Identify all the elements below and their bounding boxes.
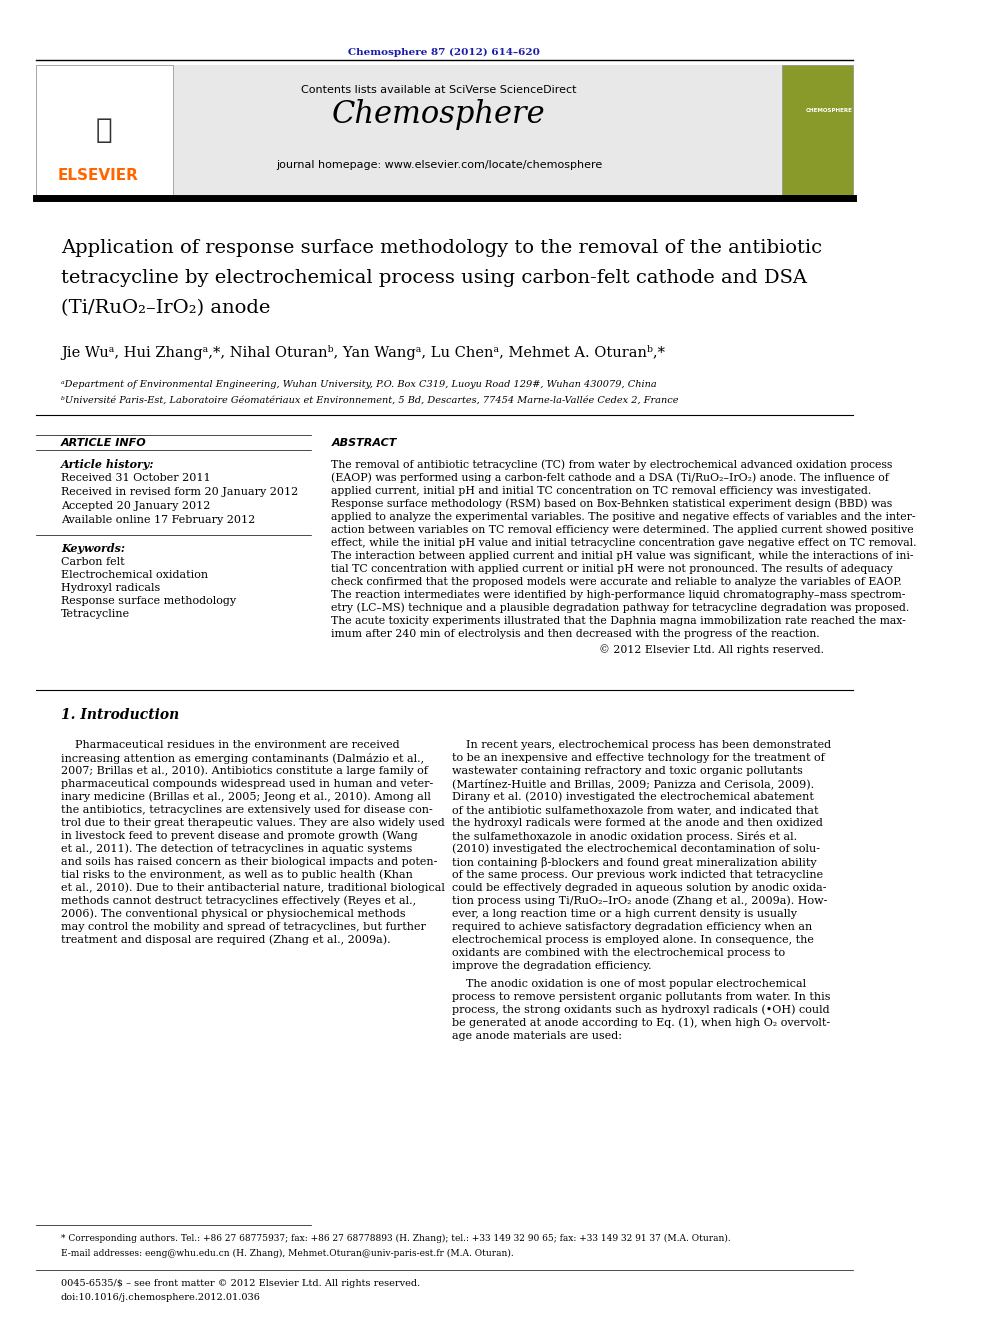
Text: Chemosphere: Chemosphere xyxy=(332,99,546,131)
Text: ELSEVIER: ELSEVIER xyxy=(59,168,139,183)
Text: ever, a long reaction time or a high current density is usually: ever, a long reaction time or a high cur… xyxy=(452,909,798,919)
Text: trol due to their great therapeutic values. They are also widely used: trol due to their great therapeutic valu… xyxy=(61,818,444,828)
Text: 0045-6535/$ – see front matter © 2012 Elsevier Ltd. All rights reserved.: 0045-6535/$ – see front matter © 2012 El… xyxy=(61,1278,421,1287)
Text: tial risks to the environment, as well as to public health (Khan: tial risks to the environment, as well a… xyxy=(61,869,413,880)
Text: 1. Introduction: 1. Introduction xyxy=(61,708,180,722)
Text: Available online 17 February 2012: Available online 17 February 2012 xyxy=(61,515,255,525)
Text: ABSTRACT: ABSTRACT xyxy=(331,438,397,448)
Text: treatment and disposal are required (Zhang et al., 2009a).: treatment and disposal are required (Zha… xyxy=(61,935,391,945)
Text: tion process using Ti/RuO₂–IrO₂ anode (Zhang et al., 2009a). How-: tion process using Ti/RuO₂–IrO₂ anode (Z… xyxy=(452,896,827,906)
Text: ARTICLE INFO: ARTICLE INFO xyxy=(61,438,147,448)
Text: et al., 2011). The detection of tetracyclines in aquatic systems: et al., 2011). The detection of tetracyc… xyxy=(61,844,413,855)
Text: improve the degradation efficiency.: improve the degradation efficiency. xyxy=(452,960,652,971)
Text: In recent years, electrochemical process has been demonstrated: In recent years, electrochemical process… xyxy=(452,740,831,750)
Text: be generated at anode according to Eq. (1), when high O₂ overvolt-: be generated at anode according to Eq. (… xyxy=(452,1017,830,1028)
Text: increasing attention as emerging contaminants (Dalmázio et al.,: increasing attention as emerging contami… xyxy=(61,753,424,763)
Text: action between variables on TC removal efficiency were determined. The applied c: action between variables on TC removal e… xyxy=(331,525,914,534)
Text: imum after 240 min of electrolysis and then decreased with the progress of the r: imum after 240 min of electrolysis and t… xyxy=(331,628,820,639)
Text: methods cannot destruct tetracyclines effectively (Reyes et al.,: methods cannot destruct tetracyclines ef… xyxy=(61,896,416,906)
Text: The interaction between applied current and initial pH value was significant, wh: The interaction between applied current … xyxy=(331,550,914,561)
Text: The removal of antibiotic tetracycline (TC) from water by electrochemical advanc: The removal of antibiotic tetracycline (… xyxy=(331,459,893,470)
Text: check confirmed that the proposed models were accurate and reliable to analyze t: check confirmed that the proposed models… xyxy=(331,577,902,587)
Text: The anodic oxidation is one of most popular electrochemical: The anodic oxidation is one of most popu… xyxy=(452,979,806,990)
Text: (2010) investigated the electrochemical decontamination of solu-: (2010) investigated the electrochemical … xyxy=(452,844,820,855)
Text: process, the strong oxidants such as hydroxyl radicals (•OH) could: process, the strong oxidants such as hyd… xyxy=(452,1004,830,1015)
Text: oxidants are combined with the electrochemical process to: oxidants are combined with the electroch… xyxy=(452,949,786,958)
Text: the hydroxyl radicals were formed at the anode and then oxidized: the hydroxyl radicals were formed at the… xyxy=(452,818,823,828)
Text: the antibiotics, tetracyclines are extensively used for disease con-: the antibiotics, tetracyclines are exten… xyxy=(61,804,433,815)
Text: electrochemical process is employed alone. In consequence, the: electrochemical process is employed alon… xyxy=(452,935,814,945)
Text: et al., 2010). Due to their antibacterial nature, traditional biological: et al., 2010). Due to their antibacteria… xyxy=(61,882,444,893)
Text: ᵃDepartment of Environmental Engineering, Wuhan University, P.O. Box C319, Luoyu: ᵃDepartment of Environmental Engineering… xyxy=(61,381,657,389)
Text: journal homepage: www.elsevier.com/locate/chemosphere: journal homepage: www.elsevier.com/locat… xyxy=(276,160,602,169)
Text: of the antibiotic sulfamethoxazole from water, and indicated that: of the antibiotic sulfamethoxazole from … xyxy=(452,804,818,815)
Text: tetracycline by electrochemical process using carbon-felt cathode and DSA: tetracycline by electrochemical process … xyxy=(61,269,806,287)
Text: inary medicine (Brillas et al., 2005; Jeong et al., 2010). Among all: inary medicine (Brillas et al., 2005; Je… xyxy=(61,791,431,802)
Text: applied current, initial pH and initial TC concentration on TC removal efficienc: applied current, initial pH and initial … xyxy=(331,486,872,496)
Text: Dirany et al. (2010) investigated the electrochemical abatement: Dirany et al. (2010) investigated the el… xyxy=(452,791,814,802)
Text: © 2012 Elsevier Ltd. All rights reserved.: © 2012 Elsevier Ltd. All rights reserved… xyxy=(599,644,824,655)
Text: 2006). The conventional physical or physiochemical methods: 2006). The conventional physical or phys… xyxy=(61,909,406,919)
Text: Accepted 20 January 2012: Accepted 20 January 2012 xyxy=(61,501,210,511)
Text: and soils has raised concern as their biological impacts and poten-: and soils has raised concern as their bi… xyxy=(61,857,437,867)
Text: doi:10.1016/j.chemosphere.2012.01.036: doi:10.1016/j.chemosphere.2012.01.036 xyxy=(61,1293,261,1302)
Text: Electrochemical oxidation: Electrochemical oxidation xyxy=(61,570,208,579)
Text: 2007; Brillas et al., 2010). Antibiotics constitute a large family of: 2007; Brillas et al., 2010). Antibiotics… xyxy=(61,766,428,777)
Text: Jie Wuᵃ, Hui Zhangᵃ,*, Nihal Oturanᵇ, Yan Wangᵃ, Lu Chenᵃ, Mehmet A. Oturanᵇ,*: Jie Wuᵃ, Hui Zhangᵃ,*, Nihal Oturanᵇ, Ya… xyxy=(61,344,665,360)
Bar xyxy=(36,65,782,194)
Text: Keywords:: Keywords: xyxy=(61,542,125,553)
Text: the sulfamethoxazole in anodic oxidation process. Sirés et al.: the sulfamethoxazole in anodic oxidation… xyxy=(452,831,798,841)
Text: The reaction intermediates were identified by high-performance liquid chromatogr: The reaction intermediates were identifi… xyxy=(331,590,906,601)
Text: etry (LC–MS) technique and a plausible degradation pathway for tetracycline degr: etry (LC–MS) technique and a plausible d… xyxy=(331,603,910,614)
Text: pharmaceutical compounds widespread used in human and veter-: pharmaceutical compounds widespread used… xyxy=(61,779,434,789)
Text: Contents lists available at SciVerse ScienceDirect: Contents lists available at SciVerse Sci… xyxy=(302,85,576,95)
Text: (EAOP) was performed using a carbon-felt cathode and a DSA (Ti/RuO₂–IrO₂) anode.: (EAOP) was performed using a carbon-felt… xyxy=(331,472,889,483)
Text: Response surface methodology (RSM) based on Box-Behnken statistical experiment d: Response surface methodology (RSM) based… xyxy=(331,499,893,509)
Text: E-mail addresses: eeng@whu.edu.cn (H. Zhang), Mehmet.Oturan@univ-paris-est.fr (M: E-mail addresses: eeng@whu.edu.cn (H. Zh… xyxy=(61,1249,514,1258)
Text: Application of response surface methodology to the removal of the antibiotic: Application of response surface methodol… xyxy=(61,239,822,257)
Text: may control the mobility and spread of tetracyclines, but further: may control the mobility and spread of t… xyxy=(61,922,426,931)
Text: required to achieve satisfactory degradation efficiency when an: required to achieve satisfactory degrada… xyxy=(452,922,812,931)
Text: could be effectively degraded in aqueous solution by anodic oxida-: could be effectively degraded in aqueous… xyxy=(452,882,827,893)
Text: wastewater containing refractory and toxic organic pollutants: wastewater containing refractory and tox… xyxy=(452,766,804,777)
Text: (Martínez-Huitle and Brillas, 2009; Panizza and Cerisola, 2009).: (Martínez-Huitle and Brillas, 2009; Pani… xyxy=(452,779,814,790)
Text: Response surface methodology: Response surface methodology xyxy=(61,595,236,606)
Text: Pharmaceutical residues in the environment are received: Pharmaceutical residues in the environme… xyxy=(61,740,400,750)
Text: Received 31 October 2011: Received 31 October 2011 xyxy=(61,474,210,483)
Text: of the same process. Our previous work indicted that tetracycline: of the same process. Our previous work i… xyxy=(452,871,823,880)
Text: in livestock feed to prevent disease and promote growth (Wang: in livestock feed to prevent disease and… xyxy=(61,831,418,841)
Text: effect, while the initial pH value and initial tetracycline concentration gave n: effect, while the initial pH value and i… xyxy=(331,538,917,548)
Text: Received in revised form 20 January 2012: Received in revised form 20 January 2012 xyxy=(61,487,299,497)
Text: applied to analyze the experimental variables. The positive and negative effects: applied to analyze the experimental vari… xyxy=(331,512,916,523)
Text: process to remove persistent organic pollutants from water. In this: process to remove persistent organic pol… xyxy=(452,992,831,1002)
Text: to be an inexpensive and effective technology for the treatment of: to be an inexpensive and effective techn… xyxy=(452,753,825,763)
Bar xyxy=(36,65,174,194)
Text: 🌳: 🌳 xyxy=(96,116,113,144)
Text: age anode materials are used:: age anode materials are used: xyxy=(452,1031,622,1041)
Text: (Ti/RuO₂–IrO₂) anode: (Ti/RuO₂–IrO₂) anode xyxy=(61,299,270,318)
Text: CHEMOSPHERE: CHEMOSPHERE xyxy=(806,107,853,112)
Text: tion containing β-blockers and found great mineralization ability: tion containing β-blockers and found gre… xyxy=(452,856,817,868)
Text: tial TC concentration with applied current or initial pH were not pronounced. Th: tial TC concentration with applied curre… xyxy=(331,564,893,574)
Text: * Corresponding authors. Tel.: +86 27 68775937; fax: +86 27 68778893 (H. Zhang);: * Corresponding authors. Tel.: +86 27 68… xyxy=(61,1233,731,1242)
Bar xyxy=(782,65,853,194)
Text: Carbon felt: Carbon felt xyxy=(61,557,125,568)
Text: Hydroxyl radicals: Hydroxyl radicals xyxy=(61,583,160,593)
Text: Article history:: Article history: xyxy=(61,459,155,471)
Text: ᵇUniversité Paris-Est, Laboratoire Géomatériaux et Environnement, 5 Bd, Descarte: ᵇUniversité Paris-Est, Laboratoire Géoma… xyxy=(61,396,679,405)
Text: Chemosphere 87 (2012) 614–620: Chemosphere 87 (2012) 614–620 xyxy=(348,48,541,57)
Text: Tetracycline: Tetracycline xyxy=(61,609,130,619)
Text: The acute toxicity experiments illustrated that the Daphnia magna immobilization: The acute toxicity experiments illustrat… xyxy=(331,617,906,626)
